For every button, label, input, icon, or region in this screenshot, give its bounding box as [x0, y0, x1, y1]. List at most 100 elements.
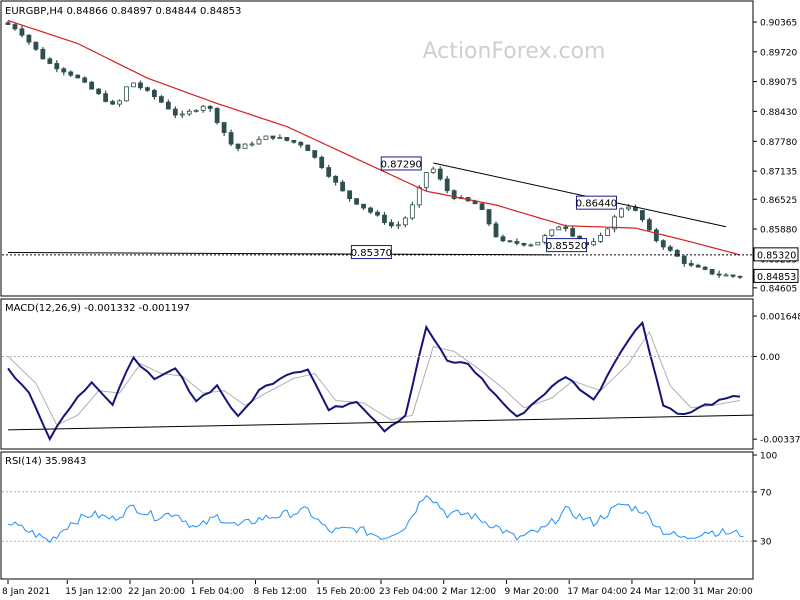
y-tick-label: 0.88430	[760, 108, 797, 118]
macd-signal-line	[7, 330, 741, 426]
candle-body	[430, 168, 436, 173]
candle-body	[535, 241, 541, 246]
level-annotation: 0.85370	[350, 245, 392, 260]
y-tick-label: 0.84605	[760, 284, 797, 294]
candle-body	[298, 141, 304, 146]
candle-body	[151, 89, 157, 98]
candle-body	[702, 266, 708, 270]
level-annotation-box	[380, 156, 422, 171]
candle-body	[221, 122, 227, 133]
candle-body	[26, 34, 32, 43]
candle-body	[131, 82, 136, 88]
price-layer: 0.87290 0.86440 0.85370 0.85520	[2, 19, 752, 280]
candle-body	[186, 110, 192, 115]
candle-body	[563, 226, 569, 229]
rsi-tick-label: 100	[760, 452, 777, 462]
candle-body	[263, 135, 269, 140]
candle-body	[667, 246, 673, 251]
candle-body	[235, 143, 241, 149]
candle-body	[117, 100, 122, 105]
candle-body	[695, 264, 701, 268]
x-tick-label: 2 Mar 12:00	[442, 587, 497, 597]
candle-body	[61, 68, 67, 73]
candle-body	[549, 229, 555, 237]
y-tick-label: 0.90365	[760, 19, 797, 29]
axis-layer: 0.90365 0.89720 0.89075 0.88430 0.87780 0.871…	[2, 19, 800, 597]
candle-body	[277, 137, 283, 139]
candle-body	[68, 71, 74, 76]
x-tick-label: 23 Feb 04:00	[379, 587, 438, 597]
candle-body	[347, 190, 353, 199]
candle-body	[96, 88, 102, 95]
candle-body	[340, 181, 346, 192]
x-tick-label: 22 Jan 20:00	[128, 587, 185, 597]
trendline	[7, 252, 552, 256]
macd-tick-label: 0.001648	[760, 313, 800, 323]
candle-body	[626, 206, 631, 210]
candle-body	[479, 203, 485, 210]
candle-body	[737, 275, 743, 278]
candle-body	[333, 175, 339, 183]
candle-body	[528, 244, 534, 247]
price-panel-frame	[0, 0, 754, 297]
candle-body	[291, 140, 297, 143]
candle-body	[214, 108, 220, 123]
support-level-label: 0.85320	[757, 250, 796, 261]
candle-body	[82, 77, 88, 83]
candle-body	[423, 172, 429, 188]
candle-body	[382, 214, 387, 223]
candle-body	[688, 263, 694, 266]
rsi-line	[7, 494, 744, 544]
level-annotation: 0.87290	[380, 156, 422, 171]
candle-body	[709, 269, 715, 275]
candle-body	[145, 87, 150, 91]
candle-body	[730, 274, 736, 277]
candle-body	[207, 105, 213, 109]
candle-body	[646, 219, 652, 231]
trendline	[433, 162, 727, 228]
candle-body	[507, 240, 513, 243]
level-annotation-label: 0.86440	[576, 199, 617, 210]
candle-body	[110, 101, 115, 105]
rsi-panel-frame	[0, 451, 754, 580]
level-annotation-box	[350, 245, 392, 260]
candle-body	[284, 137, 290, 141]
watermark: ActionForex.com	[423, 39, 606, 64]
y-tick-label: 0.85880	[760, 226, 797, 236]
candle-body	[660, 240, 666, 248]
candle-body	[270, 135, 276, 139]
macd-tick-label: 0.00	[760, 353, 780, 363]
candle-body	[444, 178, 450, 192]
candle-body	[249, 143, 255, 146]
y-tick-label: 0.87135	[760, 168, 797, 178]
candle-body	[681, 255, 687, 264]
macd-header: MACD(12,26,9) -0.001332 -0.001197	[5, 303, 190, 314]
candle-body	[354, 198, 359, 205]
candle-body	[493, 223, 499, 238]
candle-body	[395, 224, 401, 227]
macd-panel-frame	[0, 298, 754, 450]
candle-body	[598, 235, 603, 242]
candle-body	[200, 105, 206, 111]
y-tick-label: 0.89720	[760, 48, 797, 58]
y-tick-label: 0.86525	[760, 196, 797, 206]
candle-body	[640, 210, 645, 221]
current-price-tag	[753, 268, 799, 283]
level-annotation-label: 0.87290	[381, 159, 422, 170]
x-tick-label: 1 Feb 04:00	[191, 587, 245, 597]
candle-body	[179, 113, 185, 116]
y-tick-label: 0.89075	[760, 78, 797, 88]
candle-body	[486, 209, 492, 225]
candle-body	[556, 226, 562, 231]
x-tick-label: 15 Feb 20:00	[316, 587, 375, 597]
rsi-tick-label: 30	[760, 538, 772, 548]
candle-body	[193, 109, 199, 112]
candle-body	[305, 144, 311, 151]
macd-trendline	[7, 414, 754, 431]
x-tick-label: 15 Jan 12:00	[65, 587, 122, 597]
candle-body	[612, 216, 617, 230]
candle-body	[653, 229, 659, 242]
candle-body	[674, 249, 680, 257]
